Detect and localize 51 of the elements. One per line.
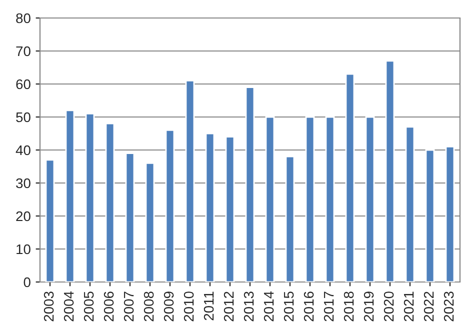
bar	[185, 80, 195, 282]
x-tick-label: 2006	[104, 292, 114, 322]
x-tick-label: 2020	[384, 292, 394, 322]
bar	[105, 122, 115, 282]
x-tick-label: 2023	[444, 292, 454, 322]
y-tick-label: 30	[16, 178, 30, 188]
x-tick-label: 2015	[284, 292, 294, 322]
x-tick-label: 2005	[84, 292, 94, 322]
x-tick-label: 2013	[244, 292, 254, 322]
bar	[405, 126, 415, 282]
y-tick-label: 60	[16, 79, 30, 90]
bar	[385, 60, 395, 282]
bar	[85, 113, 95, 282]
x-tick-label: 2018	[344, 292, 354, 322]
bar	[285, 156, 295, 282]
x-tick-label: 2004	[64, 291, 74, 322]
x-tick-label: 2017	[324, 292, 334, 322]
y-tick-label: 10	[16, 244, 30, 254]
bar	[265, 116, 275, 282]
y-tick-label: 50	[16, 112, 30, 122]
x-tick-label: 2022	[424, 292, 434, 322]
x-tick-label: 2014	[264, 291, 274, 322]
x-tick-label: 2019	[364, 292, 374, 322]
bar	[345, 73, 355, 282]
bar	[445, 146, 455, 282]
bar	[225, 136, 235, 282]
x-tick-label: 2021	[404, 292, 414, 322]
x-tick-label: 2016	[304, 292, 314, 322]
bar	[125, 152, 135, 282]
y-tick-label: 80	[16, 13, 30, 24]
y-tick-label: 70	[16, 46, 30, 56]
bar	[305, 116, 315, 282]
x-tick-label: 2010	[184, 292, 194, 322]
bar	[425, 149, 435, 282]
bar	[365, 116, 375, 282]
y-tick-label: 20	[16, 211, 30, 222]
x-tick-label: 2012	[224, 292, 234, 322]
x-tick-label: 2009	[164, 292, 174, 322]
x-tick-label: 2011	[204, 292, 214, 320]
bar	[165, 130, 175, 282]
bar	[245, 86, 255, 282]
bar	[145, 162, 155, 282]
bar	[205, 132, 215, 282]
x-tick-label: 2008	[144, 292, 154, 322]
x-tick-label: 2003	[44, 292, 54, 322]
y-tick-label: 0	[24, 277, 30, 288]
bar	[65, 110, 75, 282]
x-tick-label: 2007	[124, 292, 134, 322]
bar	[325, 116, 335, 282]
y-tick-label: 40	[16, 145, 30, 156]
bar	[45, 159, 55, 282]
